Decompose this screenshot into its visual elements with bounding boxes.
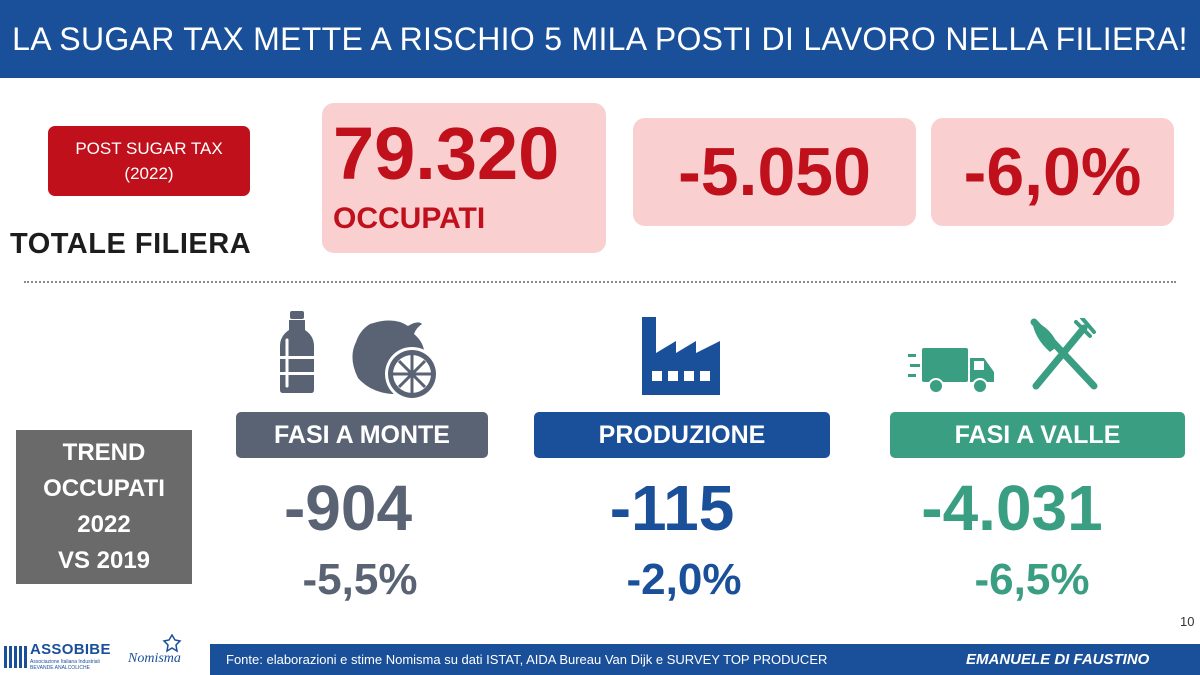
trend-line2: OCCUPATI (43, 475, 165, 502)
fork-knife-icon (1030, 318, 1098, 390)
footer-author: EMANUELE DI FAUSTINO (966, 651, 1150, 668)
occupati-box (322, 103, 606, 253)
nomisma-logo-text: Nomisma (128, 651, 181, 666)
produzione-pill: PRODUZIONE (534, 412, 830, 458)
delta-pct-box (931, 118, 1174, 226)
post-sugar-tax-badge: POST SUGAR TAX (2022) (48, 126, 250, 196)
totale-filiera-label: TOTALE FILIERA (10, 228, 252, 260)
trend-line1: TREND (62, 439, 146, 466)
factory-icon (642, 317, 720, 395)
assobibe-logo-icon (4, 646, 27, 668)
occupati-label: OCCUPATI (333, 202, 486, 235)
dotted-divider (24, 281, 1176, 283)
badge-line2: (2022) (124, 164, 174, 183)
delta-box (633, 118, 916, 226)
slide-title: LA SUGAR TAX METTE A RISCHIO 5 MILA POST… (12, 21, 1188, 57)
fasi-a-monte-pill: FASI A MONTE (236, 412, 488, 458)
footer-bar (210, 644, 1200, 675)
trend-line3: 2022 (77, 511, 131, 538)
bottle-icon (280, 311, 314, 393)
page-number: 10 (1180, 614, 1195, 629)
trend-box (16, 430, 192, 584)
fasi-a-monte-pct: -5,5% (302, 555, 418, 604)
footer-source: Fonte: elaborazioni e stime Nomisma su d… (226, 652, 828, 667)
truck-icon (908, 348, 994, 394)
assobibe-logo-text: ASSOBIBE (30, 641, 111, 658)
nomisma-logo-icon (162, 634, 182, 653)
header-bar (0, 0, 1200, 78)
produzione-value: -115 (609, 472, 735, 544)
assobibe-logo-subtitle: Associazione Italiana Industriali BEVAND… (30, 659, 100, 671)
lemon-icon (352, 320, 439, 401)
trend-line4: VS 2019 (57, 547, 151, 574)
badge-line1: POST SUGAR TAX (75, 139, 223, 158)
fasi-a-monte-value: -904 (283, 472, 413, 544)
produzione-pct: -2,0% (626, 555, 742, 604)
fasi-a-valle-value: -4.031 (921, 472, 1103, 544)
fasi-a-valle-pill: FASI A VALLE (890, 412, 1185, 458)
occupati-value: 79.320 (333, 112, 560, 195)
fasi-a-valle-pct: -6,5% (974, 555, 1090, 604)
delta-value: -5.050 (678, 134, 871, 210)
trend-label: TREND OCCUPATI 2022 VS 2019 (16, 430, 192, 584)
delta-pct-value: -6,0% (963, 134, 1142, 210)
